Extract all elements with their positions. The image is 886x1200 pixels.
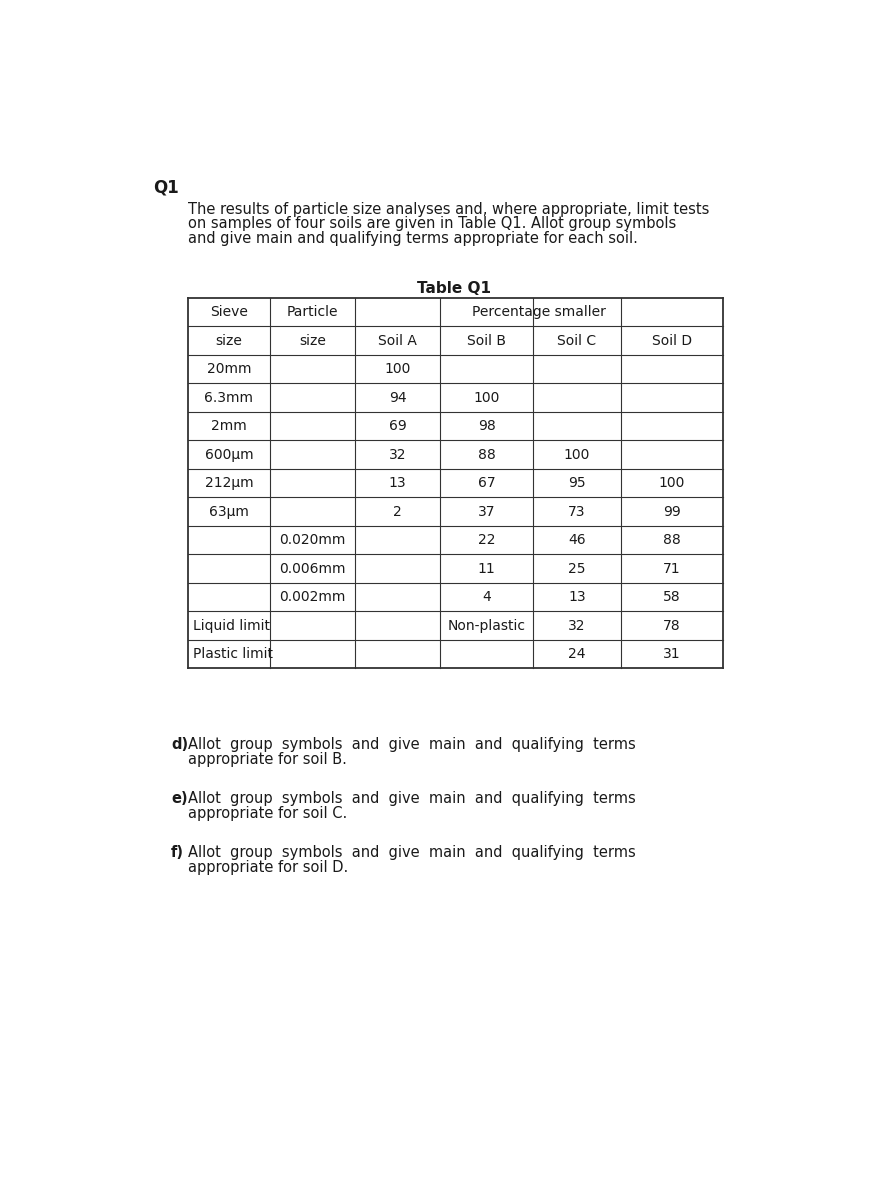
Text: Allot  group  symbols  and  give  main  and  qualifying  terms: Allot group symbols and give main and qu… [188, 845, 636, 859]
Text: 100: 100 [385, 362, 411, 377]
Text: and give main and qualifying terms appropriate for each soil.: and give main and qualifying terms appro… [188, 232, 638, 246]
Text: 0.006mm: 0.006mm [279, 562, 346, 576]
Text: 13: 13 [568, 590, 586, 604]
Text: 94: 94 [389, 391, 407, 404]
Text: 2mm: 2mm [211, 419, 247, 433]
Text: 212μm: 212μm [205, 476, 253, 490]
Text: appropriate for soil D.: appropriate for soil D. [188, 860, 348, 875]
Text: 24: 24 [568, 647, 586, 661]
Text: f): f) [171, 845, 184, 859]
Text: Plastic limit: Plastic limit [193, 647, 273, 661]
Text: Soil B: Soil B [467, 334, 506, 348]
Text: Liquid limit: Liquid limit [193, 619, 270, 632]
Text: 78: 78 [663, 619, 680, 632]
Text: appropriate for soil C.: appropriate for soil C. [188, 806, 347, 821]
Text: 32: 32 [568, 619, 586, 632]
Text: 32: 32 [389, 448, 407, 462]
Text: 99: 99 [663, 505, 680, 518]
Text: 100: 100 [563, 448, 590, 462]
Text: 98: 98 [478, 419, 495, 433]
Text: 100: 100 [473, 391, 500, 404]
Text: 67: 67 [478, 476, 495, 490]
Text: 58: 58 [663, 590, 680, 604]
Text: 600μm: 600μm [205, 448, 253, 462]
Text: size: size [215, 334, 243, 348]
Text: 0.002mm: 0.002mm [279, 590, 346, 604]
Text: Sieve: Sieve [210, 305, 248, 319]
Text: 37: 37 [478, 505, 495, 518]
Text: on samples of four soils are given in Table Q1. Allot group symbols: on samples of four soils are given in Ta… [188, 216, 677, 232]
Text: 46: 46 [568, 533, 586, 547]
Text: e): e) [171, 791, 188, 806]
Text: 11: 11 [478, 562, 495, 576]
Text: d): d) [171, 737, 189, 752]
Text: 6.3mm: 6.3mm [205, 391, 253, 404]
Text: 100: 100 [658, 476, 685, 490]
Text: 88: 88 [478, 448, 495, 462]
Text: 0.020mm: 0.020mm [279, 533, 346, 547]
Text: 31: 31 [663, 647, 680, 661]
Text: Allot  group  symbols  and  give  main  and  qualifying  terms: Allot group symbols and give main and qu… [188, 791, 636, 806]
Text: 95: 95 [568, 476, 586, 490]
Text: Allot  group  symbols  and  give  main  and  qualifying  terms: Allot group symbols and give main and qu… [188, 737, 636, 752]
Text: 22: 22 [478, 533, 495, 547]
Text: 73: 73 [568, 505, 586, 518]
Text: Non-plastic: Non-plastic [447, 619, 525, 632]
Text: appropriate for soil B.: appropriate for soil B. [188, 752, 347, 767]
Text: 4: 4 [482, 590, 491, 604]
Text: 20mm: 20mm [206, 362, 252, 377]
Text: Particle: Particle [286, 305, 338, 319]
Text: 2: 2 [393, 505, 402, 518]
Text: Soil A: Soil A [378, 334, 417, 348]
Text: 88: 88 [663, 533, 680, 547]
Text: size: size [299, 334, 326, 348]
Text: Q1: Q1 [153, 179, 179, 197]
Text: The results of particle size analyses and, where appropriate, limit tests: The results of particle size analyses an… [188, 202, 710, 217]
Text: 25: 25 [568, 562, 586, 576]
Text: 13: 13 [389, 476, 407, 490]
Text: Soil C: Soil C [557, 334, 596, 348]
Text: Table Q1: Table Q1 [417, 281, 491, 296]
Text: 71: 71 [663, 562, 680, 576]
Text: 69: 69 [389, 419, 407, 433]
Text: Percentage smaller: Percentage smaller [472, 305, 606, 319]
Text: Soil D: Soil D [652, 334, 692, 348]
Text: 63μm: 63μm [209, 505, 249, 518]
